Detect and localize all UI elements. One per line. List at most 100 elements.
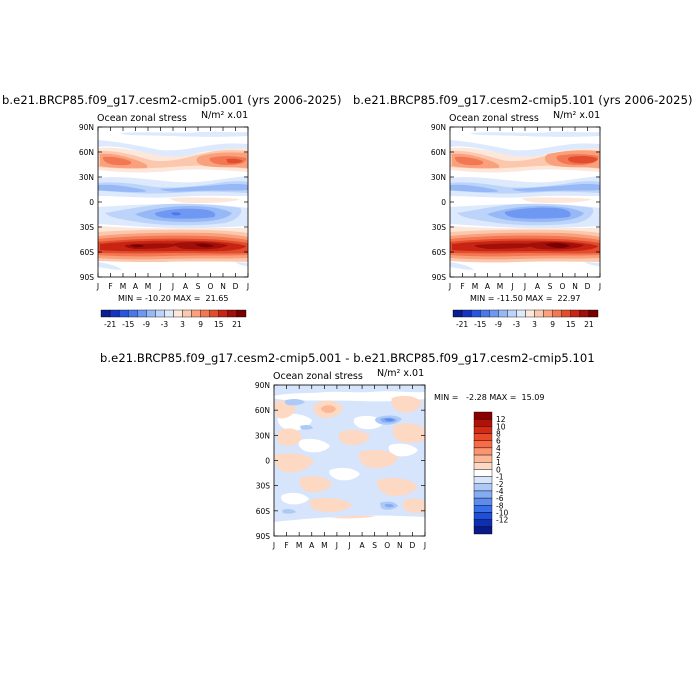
panel-3-x-tick-label: A — [309, 541, 315, 550]
panel-3-colorbar-swatch — [473, 462, 493, 470]
panel-1-colorbar-label: -15 — [122, 320, 134, 329]
panel-3-colorbar-swatch — [473, 476, 493, 484]
panel-2-colorbar-label: -9 — [495, 320, 503, 329]
panel-3-colorbar-label: -6 — [496, 494, 504, 503]
panel-1-colorbar-label: 21 — [232, 320, 242, 329]
panel-2-colorbar-swatch — [543, 309, 553, 318]
panel-3-colorbar-label: 6 — [496, 437, 501, 446]
panel-2-colorbar-label: 3 — [532, 320, 537, 329]
panel-3-title: b.e21.BRCP85.f09_g17.cesm2-cmip5.001 - b… — [100, 351, 595, 365]
panel-3-colorbar-label: 4 — [496, 444, 501, 453]
panel-2-y-tick-label: 60S — [432, 248, 447, 257]
panel-3-x-tick-label: J — [272, 541, 275, 550]
panel-1-colorbar-label: -9 — [143, 320, 151, 329]
panel-1-x-tick-label: J — [171, 282, 174, 291]
panel-2-colorbar-label: 21 — [584, 320, 594, 329]
panel-3-colorbar-swatch — [473, 497, 493, 506]
panel-2-y-tick-label: 0 — [441, 198, 446, 207]
panel-3-colorbar-swatch — [473, 418, 493, 427]
panel-1-colorbar-label: 15 — [214, 320, 224, 329]
panel-3-colorbar-label: 8 — [496, 430, 501, 439]
panel-3-units-label: N/m² x.01 — [377, 368, 425, 379]
panel-1-colorbar-swatch — [200, 309, 210, 318]
panel-1-colorbar-swatch — [127, 309, 138, 318]
panel-1-colorbar-swatch — [209, 309, 220, 318]
panel-3-x-tick-label: O — [384, 541, 390, 550]
panel-3-colorbar-label: -4 — [496, 487, 504, 496]
panel-3-colorbar-label: -10 — [496, 508, 508, 517]
panel-2-x-tick-label: J — [523, 282, 526, 291]
panel-1-x-tick-label: F — [108, 282, 112, 291]
panel-1-colorbar-swatch — [155, 309, 165, 318]
panel-2-x-tick-label: J — [448, 282, 451, 291]
panel-3-colorbar-label: -2 — [496, 480, 504, 489]
panel-3-colorbar-swatch — [473, 483, 493, 492]
panel-3-colorbar-swatch — [473, 519, 493, 528]
panel-3-colorbar-swatch — [473, 505, 493, 513]
panel-3-colorbar-label: -8 — [496, 501, 504, 510]
panel-2-colorbar-label: -15 — [474, 320, 486, 329]
panel-3-colorbar-label: 10 — [496, 422, 506, 431]
panel-3-x-tick-label: M — [321, 541, 327, 550]
panel-2-colorbar-label: 9 — [550, 320, 555, 329]
panel-1-colorbar-swatch — [182, 309, 192, 318]
panel-1-y-tick-label: 90N — [79, 123, 94, 132]
panel-3-minmax: MIN = -2.28 MAX = 15.09 — [434, 393, 545, 402]
panel-2-colorbar-label: -21 — [456, 320, 468, 329]
panel-3-colorbar-swatch — [473, 512, 493, 520]
panel-3-x-tick-label: J — [335, 541, 338, 550]
panel-2-colorbar-swatch — [470, 309, 481, 318]
panel-3-colorbar-label: 12 — [496, 415, 506, 424]
panel-3-x-tick-label: M — [296, 541, 302, 550]
panel-2-y-tick-label: 30N — [431, 173, 446, 182]
panel-2-x-tick-label: D — [585, 282, 591, 291]
panel-2-colorbar-swatch — [516, 309, 526, 318]
panel-1-y-tick-label: 30N — [79, 173, 94, 182]
panel-2-y-tick-label: 90S — [432, 273, 447, 282]
panel-1-y-tick-label: 60S — [80, 248, 95, 257]
panel-1-colorbar-label: 9 — [198, 320, 203, 329]
panel-3-colorbar-swatch — [473, 440, 493, 449]
panel-3-y-tick-label: 90S — [256, 532, 271, 541]
panel-1-colorbar-swatch — [236, 309, 247, 318]
panel-1-y-tick-label: 60N — [79, 148, 94, 157]
panel-1-colorbar-label: 3 — [180, 320, 185, 329]
panel-3-x-tick-label: S — [372, 541, 377, 550]
panel-1-colorbar-label: -21 — [104, 320, 116, 329]
panel-2-colorbar-swatch — [452, 309, 463, 318]
panel-3-colorbar-label: 1 — [496, 458, 501, 467]
panel-2-colorbar-swatch — [479, 309, 490, 318]
panel-3-y-tick-label: 60N — [255, 406, 270, 415]
panel-3-colorbar-swatch — [473, 454, 493, 463]
panel-3-colorbar-label: 2 — [496, 451, 501, 460]
panel-2-title: b.e21.BRCP85.f09_g17.cesm2-cmip5.101 (yr… — [353, 93, 693, 107]
panel-2-colorbar-swatch — [525, 309, 535, 318]
panel-3-x-tick-label: J — [423, 541, 426, 550]
panel-1-y-tick-label: 90S — [80, 273, 95, 282]
panel-1-colorbar-swatch — [191, 309, 201, 318]
panel-3-colorbar-swatch — [473, 426, 493, 434]
panel-3-y-tick-label: 30N — [255, 431, 270, 440]
panel-1-units-label: N/m² x.01 — [201, 110, 249, 121]
panel-1-colorbar-swatch — [109, 309, 120, 318]
panel-1-y-tick-label: 30S — [80, 223, 95, 232]
panel-2-colorbar-label: 15 — [566, 320, 576, 329]
panel-2-colorbar-swatch — [570, 309, 581, 318]
panel-1-colorbar-swatch — [218, 309, 229, 318]
panel-3-colorbar-swatch — [473, 490, 493, 499]
panel-2-units-label: N/m² x.01 — [553, 110, 601, 121]
panel-1-x-tick-label: A — [133, 282, 139, 291]
panel-2-y-tick-label: 30S — [432, 223, 447, 232]
panel-3-colorbar-swatch — [473, 469, 493, 477]
panel-1-x-tick-label: M — [145, 282, 151, 291]
panel-2-x-tick-label: S — [548, 282, 553, 291]
panel-1-field — [98, 127, 248, 277]
panel-1-x-tick-label: J — [246, 282, 249, 291]
panel-2-x-tick-label: N — [572, 282, 578, 291]
panel-1-x-tick-label: N — [220, 282, 226, 291]
panel-2-colorbar-swatch — [534, 309, 544, 318]
panel-3-x-tick-label: J — [347, 541, 350, 550]
panel-3-y-tick-label: 60S — [256, 507, 271, 516]
panel-1-title: b.e21.BRCP85.f09_g17.cesm2-cmip5.001 (yr… — [2, 93, 342, 107]
panel-2-colorbar-swatch — [507, 309, 517, 318]
